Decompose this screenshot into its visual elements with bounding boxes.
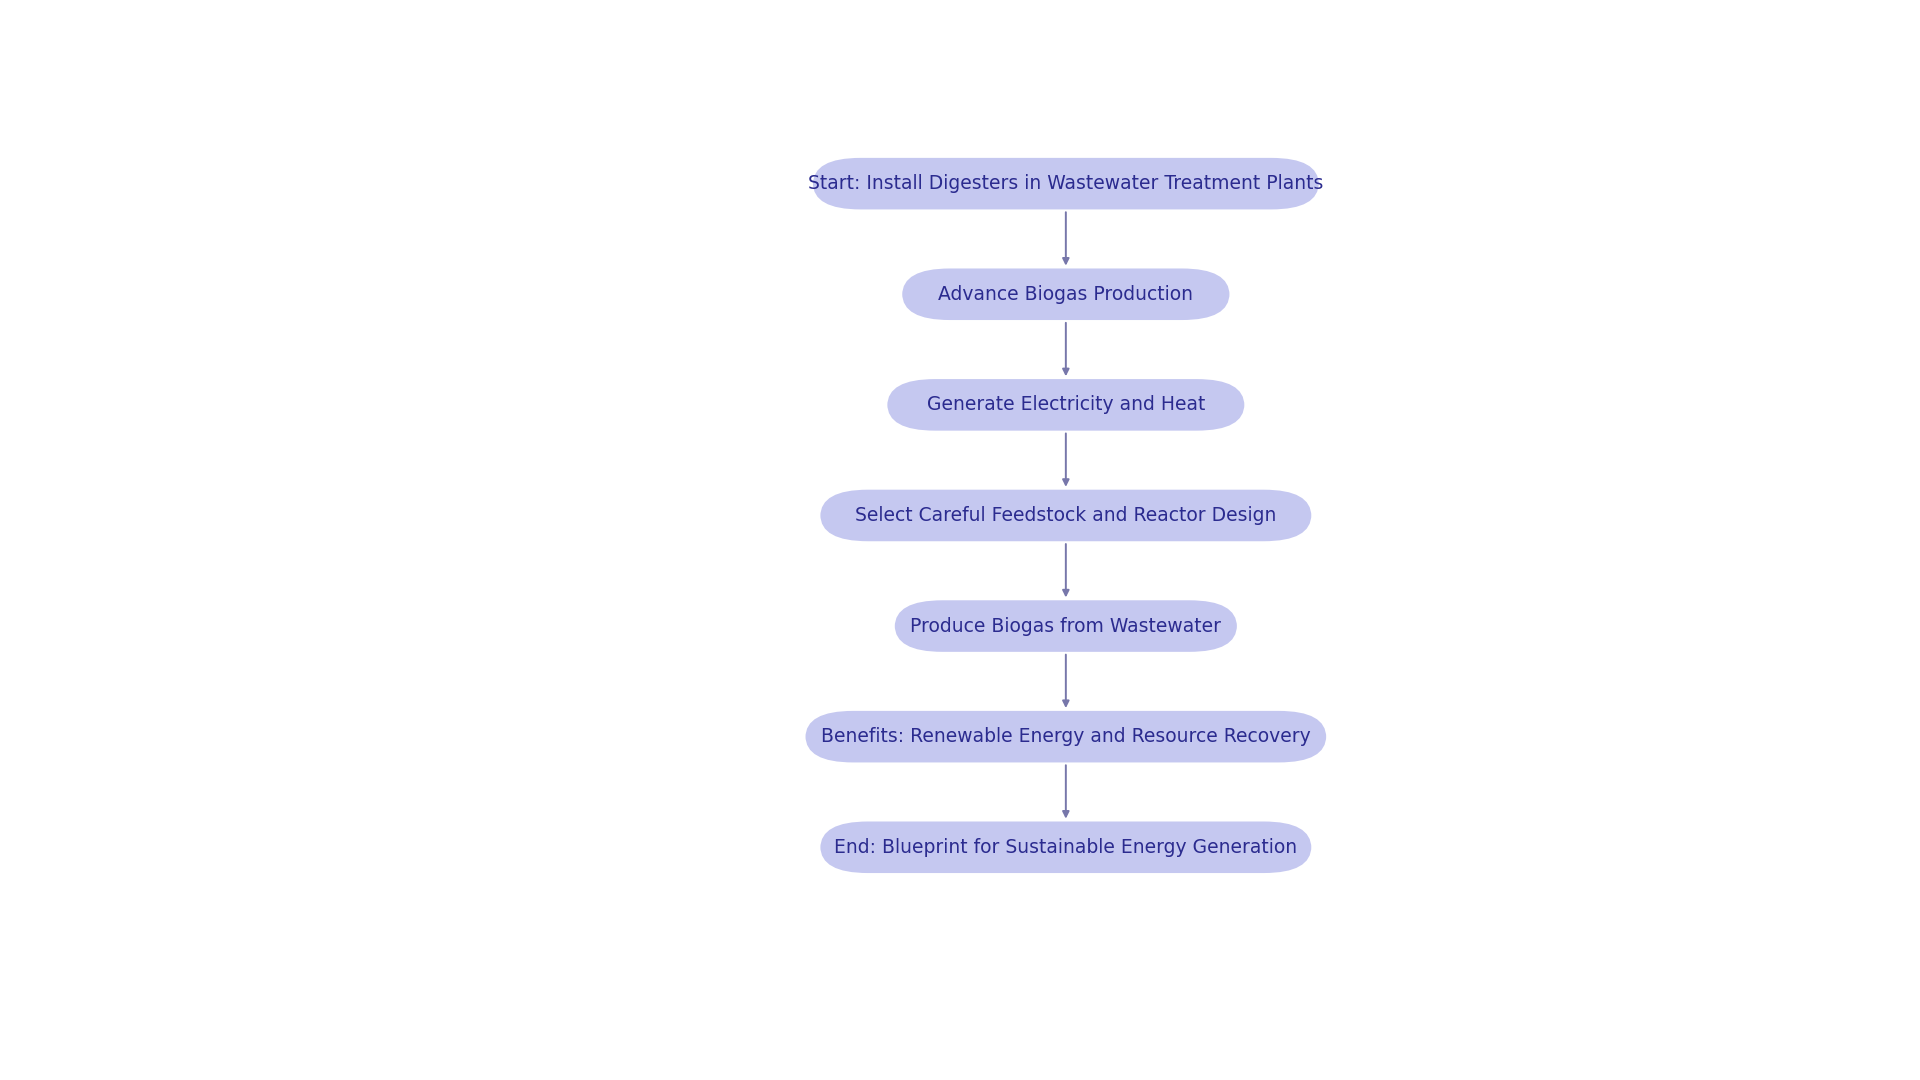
Text: End: Blueprint for Sustainable Energy Generation: End: Blueprint for Sustainable Energy Ge… [835, 838, 1298, 856]
FancyBboxPatch shape [820, 822, 1311, 873]
Text: Select Careful Feedstock and Reactor Design: Select Careful Feedstock and Reactor Des… [854, 505, 1277, 525]
FancyBboxPatch shape [887, 379, 1244, 431]
FancyBboxPatch shape [812, 158, 1319, 210]
Text: Produce Biogas from Wastewater: Produce Biogas from Wastewater [910, 617, 1221, 635]
Text: Start: Install Digesters in Wastewater Treatment Plants: Start: Install Digesters in Wastewater T… [808, 174, 1323, 193]
Text: Generate Electricity and Heat: Generate Electricity and Heat [927, 395, 1206, 415]
FancyBboxPatch shape [895, 600, 1236, 652]
Text: Advance Biogas Production: Advance Biogas Production [939, 285, 1194, 303]
FancyBboxPatch shape [806, 711, 1327, 762]
FancyBboxPatch shape [820, 489, 1311, 541]
FancyBboxPatch shape [902, 269, 1229, 320]
Text: Benefits: Renewable Energy and Resource Recovery: Benefits: Renewable Energy and Resource … [822, 727, 1311, 746]
